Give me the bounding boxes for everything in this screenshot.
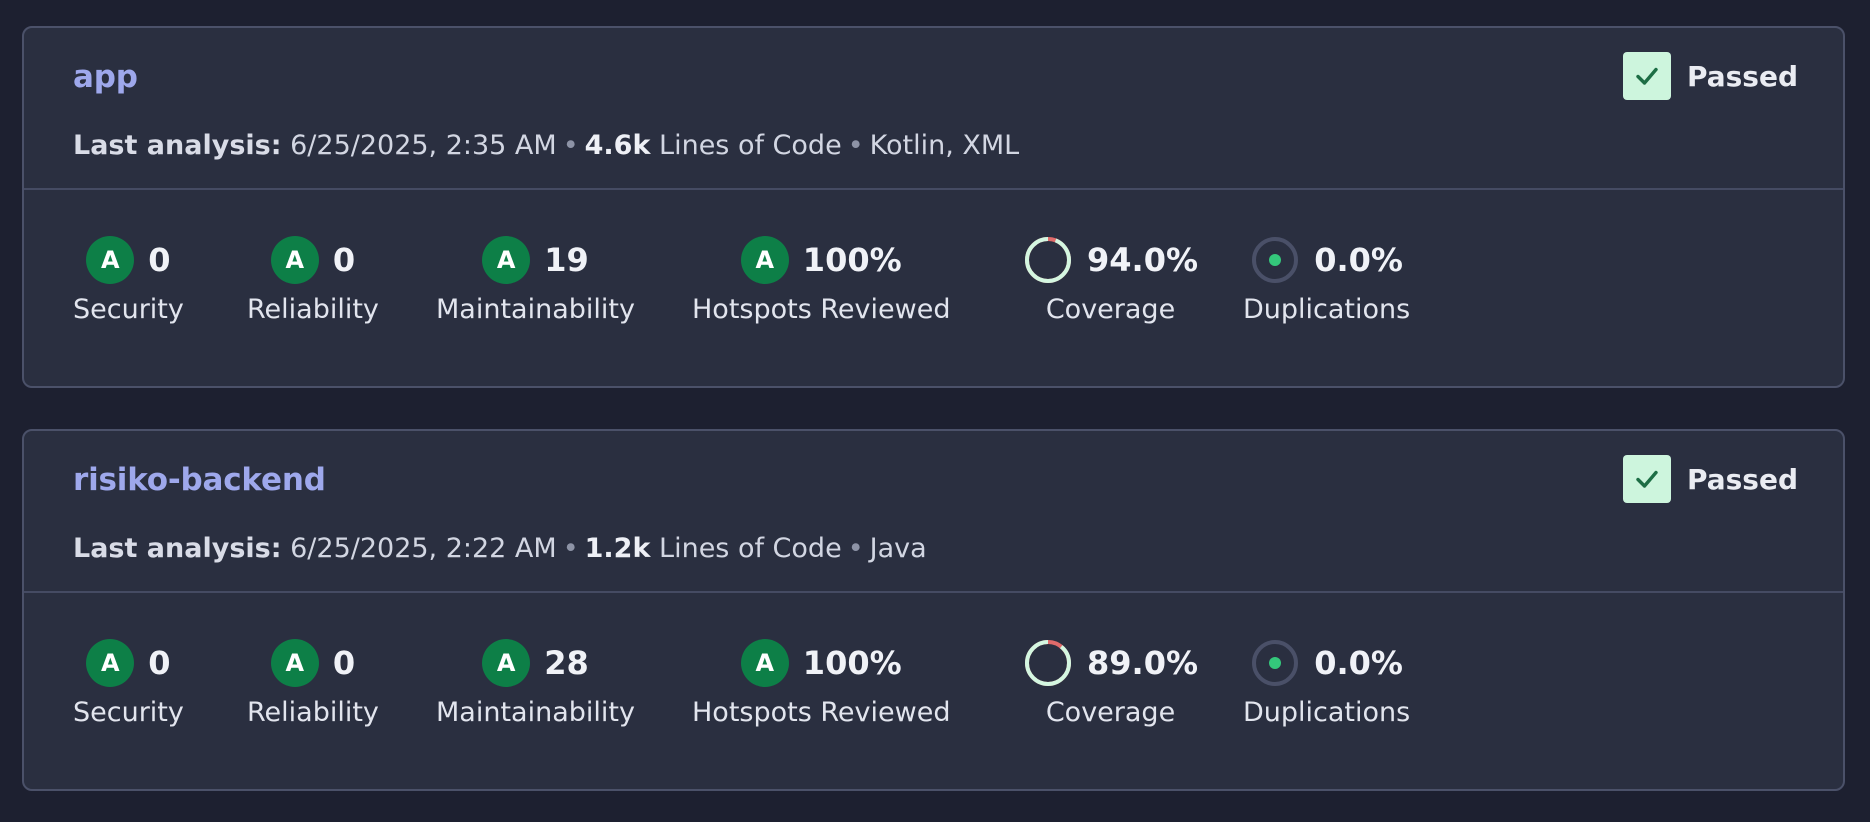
check-icon — [1622, 455, 1671, 503]
metric-hotspots[interactable]: A 100% Hotspots Reviewed — [692, 236, 950, 325]
hotspots-label: Hotspots Reviewed — [692, 697, 951, 728]
lines-of-code-label: Lines of Code — [659, 533, 842, 564]
quality-gate-status: Passed — [1622, 52, 1798, 100]
last-analysis-date: 6/25/2025, 2:35 AM — [290, 130, 557, 161]
metric-security[interactable]: A 0 Security — [73, 639, 184, 728]
duplications-ring-icon — [1252, 237, 1299, 283]
divider — [24, 591, 1843, 593]
last-analysis-label: Last analysis: — [73, 533, 282, 564]
grade-badge: A — [86, 639, 135, 687]
maintainability-value: 28 — [544, 644, 589, 682]
security-value: 0 — [148, 241, 171, 279]
last-analysis-date: 6/25/2025, 2:22 AM — [290, 533, 557, 564]
coverage-covered-arc — [1025, 237, 1071, 283]
coverage-ring-icon — [1025, 640, 1071, 686]
hotspots-value: 100% — [802, 241, 902, 279]
duplications-label: Duplications — [1243, 294, 1411, 325]
grade-badge: A — [740, 236, 789, 284]
security-value: 0 — [148, 644, 171, 682]
lines-of-code-value: 4.6k — [584, 130, 651, 161]
check-icon — [1622, 52, 1671, 100]
coverage-covered-arc — [1025, 640, 1071, 686]
metric-maintainability[interactable]: A 28 Maintainability — [436, 639, 635, 728]
maintainability-value: 19 — [544, 241, 589, 279]
duplications-value: 0.0% — [1314, 644, 1403, 682]
grade-badge: A — [740, 639, 789, 687]
status-label: Passed — [1686, 59, 1798, 93]
last-analysis-label: Last analysis: — [73, 130, 282, 161]
grade-badge: A — [270, 639, 319, 687]
quality-gate-status: Passed — [1622, 455, 1798, 503]
metric-hotspots[interactable]: A 100% Hotspots Reviewed — [692, 639, 950, 728]
metric-reliability[interactable]: A 0 Reliability — [247, 236, 379, 325]
status-label: Passed — [1686, 462, 1798, 496]
security-label: Security — [73, 697, 184, 728]
divider — [24, 188, 1843, 190]
lines-of-code-label: Lines of Code — [659, 130, 842, 161]
coverage-value: 89.0% — [1087, 644, 1199, 682]
metric-coverage[interactable]: 89.0% Coverage — [1023, 639, 1198, 728]
hotspots-value: 100% — [802, 644, 902, 682]
lines-of-code-value: 1.2k — [584, 533, 651, 564]
duplications-label: Duplications — [1243, 697, 1411, 728]
metric-reliability[interactable]: A 0 Reliability — [247, 639, 379, 728]
maintainability-label: Maintainability — [436, 697, 635, 728]
analysis-meta: Last analysis: 6/25/2025, 2:22 AM • 1.2k L… — [73, 533, 927, 564]
grade-badge: A — [482, 639, 531, 687]
reliability-label: Reliability — [247, 697, 379, 728]
dot-separator: • — [847, 533, 864, 564]
coverage-label: Coverage — [1045, 294, 1176, 325]
metric-duplications[interactable]: 0.0% Duplications — [1243, 236, 1410, 325]
grade-badge: A — [270, 236, 319, 284]
coverage-ring-icon — [1025, 237, 1071, 283]
metric-security[interactable]: A 0 Security — [73, 236, 184, 325]
security-label: Security — [73, 294, 184, 325]
metric-duplications[interactable]: 0.0% Duplications — [1243, 639, 1410, 728]
dot-separator: • — [562, 130, 579, 161]
analysis-meta: Last analysis: 6/25/2025, 2:35 AM • 4.6k L… — [73, 130, 1019, 161]
languages: Java — [869, 533, 927, 564]
metric-coverage[interactable]: 94.0% Coverage — [1023, 236, 1198, 325]
dot-separator: • — [562, 533, 579, 564]
grade-badge: A — [86, 236, 135, 284]
project-name-link[interactable]: app — [73, 59, 138, 95]
project-card-risiko-backend: risiko-backend Passed Last analysis: 6/2… — [22, 429, 1845, 791]
reliability-value: 0 — [332, 241, 356, 279]
project-name-link[interactable]: risiko-backend — [73, 462, 326, 498]
hotspots-label: Hotspots Reviewed — [692, 294, 951, 325]
languages: Kotlin, XML — [869, 130, 1020, 161]
grade-badge: A — [482, 236, 531, 284]
coverage-label: Coverage — [1045, 697, 1176, 728]
reliability-value: 0 — [332, 644, 356, 682]
metric-maintainability[interactable]: A 19 Maintainability — [436, 236, 635, 325]
dot-separator: • — [847, 130, 864, 161]
duplications-ring-icon — [1252, 640, 1299, 686]
reliability-label: Reliability — [247, 294, 379, 325]
project-card-app: app Passed Last analysis: 6/25/2025, 2:3… — [22, 26, 1845, 388]
coverage-value: 94.0% — [1087, 241, 1199, 279]
duplications-value: 0.0% — [1314, 241, 1403, 279]
maintainability-label: Maintainability — [436, 294, 635, 325]
